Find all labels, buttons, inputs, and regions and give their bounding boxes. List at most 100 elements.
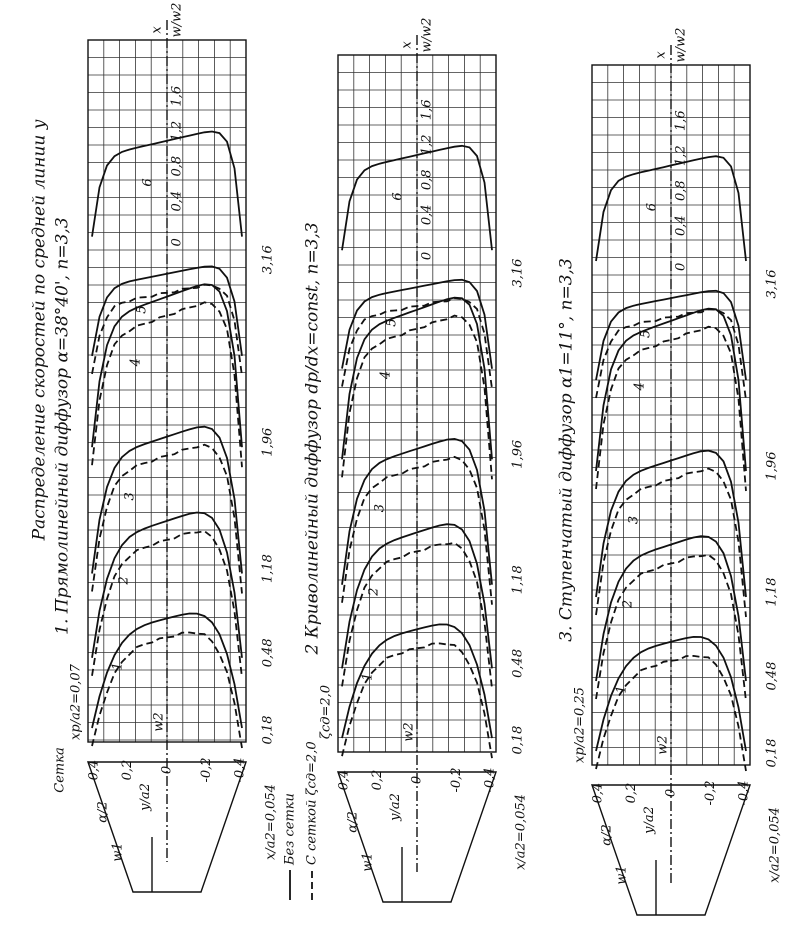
w-tick-label: 0,8 xyxy=(170,156,185,177)
profile-number: 2 xyxy=(621,600,636,609)
x-axis-label: x xyxy=(150,26,165,34)
w2-label: w2 xyxy=(402,722,417,741)
profile-curve xyxy=(341,437,493,585)
setka-label: Сетка xyxy=(53,747,68,792)
w-tick-label: 1,6 xyxy=(674,110,689,131)
profile-curve xyxy=(91,283,243,448)
figure-title: Распределение скоростей по средней линии… xyxy=(30,119,50,541)
diffuser-inlet xyxy=(591,784,751,916)
diffuser-inlet xyxy=(87,761,247,893)
profile-curve-dashed xyxy=(595,308,747,401)
inlet-label: x/a2=0,054 xyxy=(264,784,279,860)
profile-curve-dashed xyxy=(341,297,493,389)
profile-curve xyxy=(595,289,747,381)
w-tick-label: 0,4 xyxy=(170,191,185,212)
w-tick-label: 0 xyxy=(170,238,185,246)
y-tick-label: 0,2 xyxy=(370,770,385,791)
profile-number: 3 xyxy=(123,492,138,500)
diffuser-inlet xyxy=(337,771,497,903)
x-axis-label: x xyxy=(400,41,415,49)
profile-curve xyxy=(341,623,493,739)
profile-curve xyxy=(595,449,747,598)
w1-label: w1 xyxy=(615,865,630,884)
grid-pos-label: ζсд=2,0 xyxy=(319,685,334,739)
x-axis-label: x xyxy=(654,51,669,59)
profile-number: 3 xyxy=(373,504,388,512)
station-label: 1,18 xyxy=(261,554,276,583)
station-label: 3,16 xyxy=(261,245,276,274)
station-label: 1,96 xyxy=(511,440,526,469)
legend-label: Без сетки xyxy=(283,793,298,866)
station-label: 1,18 xyxy=(765,578,780,607)
profile-curve-dashed xyxy=(91,631,243,749)
y-tick-label: -0,4 xyxy=(737,780,752,805)
w2-label: w2 xyxy=(656,735,671,754)
w-tick-label: 1,2 xyxy=(674,145,689,166)
w1-label: w1 xyxy=(111,842,126,861)
panel-caption: 2 Криволинейный диффузор dp/dx=const, n=… xyxy=(303,222,323,655)
profile-curve-dashed xyxy=(595,553,747,702)
w2-label: w2 xyxy=(152,712,167,731)
profile-curve xyxy=(595,635,747,752)
angle-label: α/2 xyxy=(600,824,615,845)
y-axis-label: y/a2 xyxy=(642,806,657,835)
y-axis-label: y/a2 xyxy=(388,793,403,822)
profile-number: 6 xyxy=(141,178,156,186)
profile-curve xyxy=(91,511,243,658)
profile-curve-dashed xyxy=(91,443,243,594)
station-label: 0,48 xyxy=(511,649,526,678)
w-tick-label: 1,6 xyxy=(420,99,435,120)
profile-number: 6 xyxy=(391,192,406,200)
profile-curve xyxy=(595,155,747,262)
profile-number: 1 xyxy=(111,662,126,670)
w-tick-label: 1,2 xyxy=(170,121,185,142)
profile-curve xyxy=(91,612,243,729)
w-tick-label: 0 xyxy=(420,252,435,260)
profile-curve xyxy=(341,144,493,251)
panel-caption: 3. Ступенчатый диффузор α1=11°, n=3,3 xyxy=(557,258,577,642)
profile-curve-dashed xyxy=(595,325,747,492)
profile-curve xyxy=(341,278,493,369)
y-tick-label: -0,2 xyxy=(449,767,464,792)
station-label: 0,18 xyxy=(511,726,526,755)
profile-curve-dashed xyxy=(341,455,493,605)
y-tick-label: 0 xyxy=(410,776,425,784)
profile-number: 6 xyxy=(645,203,660,211)
inlet-label: x/a2=0,054 xyxy=(768,807,783,883)
profile-curve xyxy=(91,130,243,237)
profile-number: 5 xyxy=(385,319,400,327)
profile-curve-dashed xyxy=(595,654,747,772)
inlet-label: x/a2=0,054 xyxy=(514,794,529,870)
station-label: 0,48 xyxy=(765,662,780,691)
w1-label: w1 xyxy=(361,852,376,871)
y-axis-label: y/a2 xyxy=(138,783,153,812)
station-label: 3,16 xyxy=(511,259,526,288)
station-label: 1,96 xyxy=(261,428,276,457)
station-label: 0,18 xyxy=(261,716,276,745)
w-axis-label: w/w2 xyxy=(674,28,689,63)
profile-curve xyxy=(341,523,493,669)
profile-number: 1 xyxy=(615,685,630,693)
profile-curve xyxy=(91,425,243,574)
profile-curve-dashed xyxy=(91,530,243,678)
profile-number: 4 xyxy=(129,358,144,367)
profile-number: 5 xyxy=(135,305,150,313)
w-tick-label: 0,8 xyxy=(420,169,435,190)
w-axis-label: w/w2 xyxy=(170,3,185,38)
legend-label: С сеткой ζсд=2,0 xyxy=(305,741,320,865)
profile-number: 5 xyxy=(639,330,654,338)
y-tick-label: 0,4 xyxy=(591,783,606,804)
y-tick-label: 0,2 xyxy=(120,760,135,781)
w-tick-label: 0,8 xyxy=(674,180,689,201)
station-label: 1,18 xyxy=(511,565,526,594)
profile-curve-dashed xyxy=(341,642,493,759)
profile-number: 4 xyxy=(379,371,394,380)
station-label: 0,48 xyxy=(261,638,276,667)
w-tick-label: 1,6 xyxy=(170,86,185,107)
profile-number: 3 xyxy=(627,516,642,524)
profile-curve xyxy=(91,265,243,357)
y-tick-label: 0 xyxy=(664,789,679,797)
station-label: 3,16 xyxy=(765,270,780,299)
grid-pos-label: xp/a2=0,25 xyxy=(573,687,588,763)
w-tick-label: 1,2 xyxy=(420,134,435,155)
